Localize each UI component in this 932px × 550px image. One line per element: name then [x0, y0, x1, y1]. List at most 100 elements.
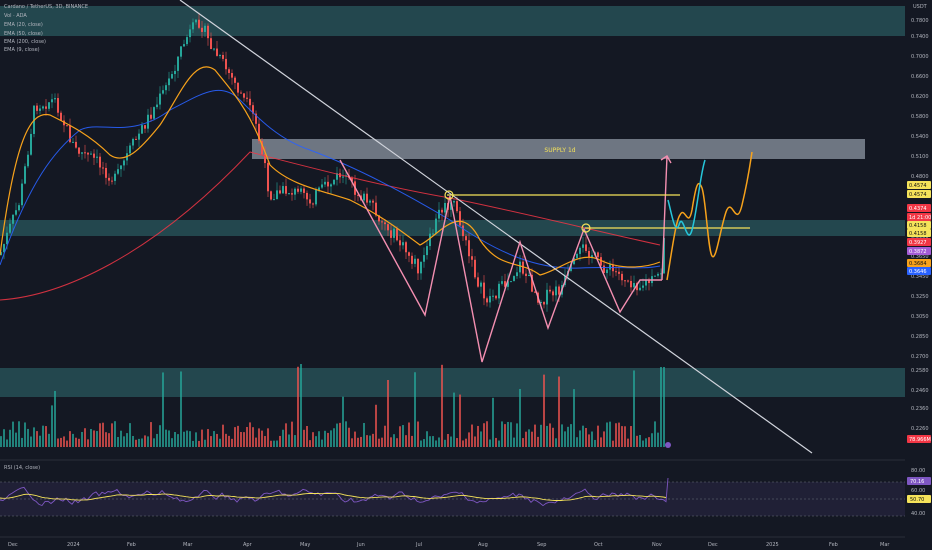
time-axis-label: Mar: [880, 542, 890, 548]
time-axis-label: Feb: [829, 542, 838, 548]
volume-bar: [270, 441, 272, 447]
volume-bar: [630, 426, 632, 447]
volume-bar: [138, 439, 140, 447]
rsi-tick-label: 80.00: [911, 468, 925, 474]
volume-bar: [489, 440, 491, 447]
candle-body: [297, 189, 299, 192]
candle-body: [15, 210, 17, 214]
volume-bar: [387, 380, 389, 447]
volume-bar: [636, 436, 638, 447]
volume-bar: [153, 438, 155, 447]
volume-bar: [174, 432, 176, 447]
volume-bar: [51, 405, 53, 447]
volume-bar: [501, 421, 503, 447]
volume-bar: [609, 422, 611, 447]
candle-body: [495, 296, 497, 299]
candle-body: [315, 190, 317, 204]
volume-bar: [393, 434, 395, 447]
volume-bar: [357, 438, 359, 447]
candle-body: [45, 106, 47, 108]
candle-body: [192, 22, 194, 29]
volume-bar: [447, 434, 449, 447]
candle-body: [165, 85, 167, 90]
candle-body: [615, 271, 617, 272]
volume-bar: [543, 375, 545, 447]
candle-body: [408, 252, 410, 256]
volume-bar: [480, 431, 482, 447]
time-axis-label: Jul: [415, 542, 422, 548]
volume-bar: [375, 405, 377, 447]
volume-bar: [141, 438, 143, 447]
volume-bar: [579, 430, 581, 447]
price-tick-label: 0.2460: [911, 388, 929, 394]
candle-body: [237, 83, 239, 93]
volume-bar: [216, 434, 218, 447]
price-tick-label: 0.2580: [911, 368, 929, 374]
volume-bar: [135, 440, 137, 447]
volume-bar: [657, 433, 659, 447]
candle-body: [135, 139, 137, 140]
volume-bar: [621, 426, 623, 447]
volume-bar: [417, 422, 419, 447]
candle-body: [630, 281, 632, 287]
time-axis-label: Jun: [356, 542, 365, 548]
volume-bar: [483, 423, 485, 447]
candle-body: [210, 38, 212, 49]
volume-bar: [114, 421, 116, 447]
volume-bar: [564, 431, 566, 447]
candle-body: [276, 190, 278, 199]
candle-body: [546, 290, 548, 305]
volume-bar: [567, 427, 569, 447]
volume-bar: [255, 438, 257, 447]
volume-bar: [351, 438, 353, 447]
volume-bar: [147, 436, 149, 447]
volume-bar: [81, 432, 83, 447]
time-axis[interactable]: Dec 2024 Feb Mar Apr May Jun Jul Aug Sep Oct Nov Dec…: [8, 542, 890, 548]
pattern-zigzag: [340, 160, 662, 362]
price-tag-label: 1d 21:00: [909, 215, 931, 221]
candle-body: [201, 28, 203, 32]
candle-body: [399, 240, 401, 245]
volume-bar: [195, 432, 197, 447]
candle-body: [162, 90, 164, 93]
candle-body: [525, 274, 527, 276]
volume-bar: [126, 433, 128, 447]
candle-body: [153, 107, 155, 119]
candle-body: [648, 280, 650, 283]
candle-body: [384, 222, 386, 224]
volume-bar: [180, 371, 182, 447]
ema-20-line: [0, 67, 660, 275]
volume-bar: [396, 438, 398, 447]
candle-body: [84, 152, 86, 153]
candle-body: [405, 242, 407, 252]
candle-body: [423, 255, 425, 262]
candle-body: [369, 201, 371, 203]
symbol-title: Cardano / TetherUS, 3D, BINANCE: [4, 4, 88, 10]
candle-body: [363, 194, 365, 201]
candle-body: [240, 93, 242, 94]
volume-bar: [210, 436, 212, 447]
candle-body: [243, 93, 245, 97]
candle-body: [459, 211, 461, 225]
candle-body: [204, 26, 206, 32]
volume-bar: [18, 421, 20, 447]
volume-bar: [219, 439, 221, 447]
volume-bar: [372, 434, 374, 447]
candle-body: [72, 142, 74, 143]
volume-bar: [633, 370, 635, 447]
volume-bar: [66, 441, 68, 447]
volume-bar: [309, 440, 311, 447]
candle-body: [6, 233, 8, 244]
price-tag-label: 0.4374: [909, 206, 927, 212]
volume-bar: [120, 431, 122, 447]
time-axis-label: Mar: [183, 542, 193, 548]
volume-bar: [420, 441, 422, 447]
volume-bar: [534, 425, 536, 447]
event-marker-icon[interactable]: [665, 442, 671, 448]
volume-bar: [639, 435, 641, 447]
candle-body: [9, 224, 11, 233]
candle-body: [231, 73, 233, 78]
volume-bar: [558, 377, 560, 447]
price-tick-label: 0.2700: [911, 354, 929, 360]
